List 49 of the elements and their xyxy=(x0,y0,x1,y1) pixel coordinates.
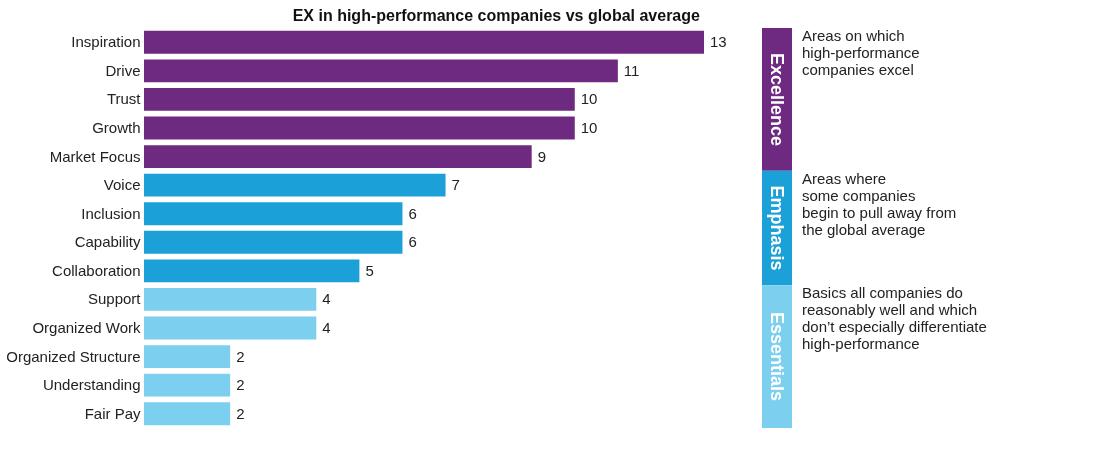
y-tick-label: Inclusion xyxy=(81,204,141,222)
bar xyxy=(144,116,575,140)
data-label: 5 xyxy=(365,261,374,279)
data-label: 4 xyxy=(322,290,331,308)
bar xyxy=(144,59,618,83)
bar xyxy=(144,88,575,111)
chart-title: EX in high-performance companies vs global average xyxy=(292,7,701,24)
y-tick-label: Understanding xyxy=(42,376,141,394)
bar xyxy=(144,345,231,368)
y-tick-label: Organized Work xyxy=(32,319,141,336)
bar xyxy=(144,316,317,340)
bar xyxy=(144,30,704,54)
text: Basics all companies do reasonably well and which don’t especially differentiate high-performance xyxy=(802,284,987,353)
text: Emphasis xyxy=(767,185,787,271)
data-label: 6 xyxy=(408,233,417,251)
y-tick-label: Growth xyxy=(92,119,141,136)
data-label: 11 xyxy=(623,61,640,79)
bar xyxy=(144,259,360,283)
y-tick-label: Inspiration xyxy=(71,33,141,51)
data-label: 2 xyxy=(236,347,245,365)
y-tick-label: Drive xyxy=(105,61,141,79)
text: Excellence xyxy=(767,52,787,146)
data-label: 6 xyxy=(408,204,417,222)
bar xyxy=(144,145,532,168)
y-tick-label: Collaboration xyxy=(52,261,141,279)
bar xyxy=(144,288,317,311)
data-label: 7 xyxy=(451,176,460,194)
text: Areas on which high-performance companies excel xyxy=(802,27,920,78)
y-tick-label: Support xyxy=(87,290,142,308)
y-tick-label: Voice xyxy=(103,176,141,194)
data-label: 9 xyxy=(537,147,547,165)
y-tick-label: Trust xyxy=(106,90,142,108)
bar xyxy=(144,202,403,226)
y-tick-label: Organized Structure xyxy=(6,347,141,365)
bar xyxy=(144,173,446,197)
y-tick-label: Capability xyxy=(74,233,141,251)
data-label: 4 xyxy=(322,319,331,336)
text: Areas where some companies begin to pull away from the global average xyxy=(802,169,957,238)
data-label: 13 xyxy=(710,33,727,51)
y-tick-label: Market Focus xyxy=(49,147,141,165)
data-label: 10 xyxy=(580,119,598,136)
text: Essentials xyxy=(767,312,787,402)
data-label: 10 xyxy=(580,90,598,108)
data-label: 2 xyxy=(236,404,245,422)
data-label: 2 xyxy=(236,376,245,394)
bar xyxy=(144,373,231,397)
y-tick-label: Fair Pay xyxy=(84,404,141,422)
bar xyxy=(144,402,231,426)
bar xyxy=(144,230,403,254)
